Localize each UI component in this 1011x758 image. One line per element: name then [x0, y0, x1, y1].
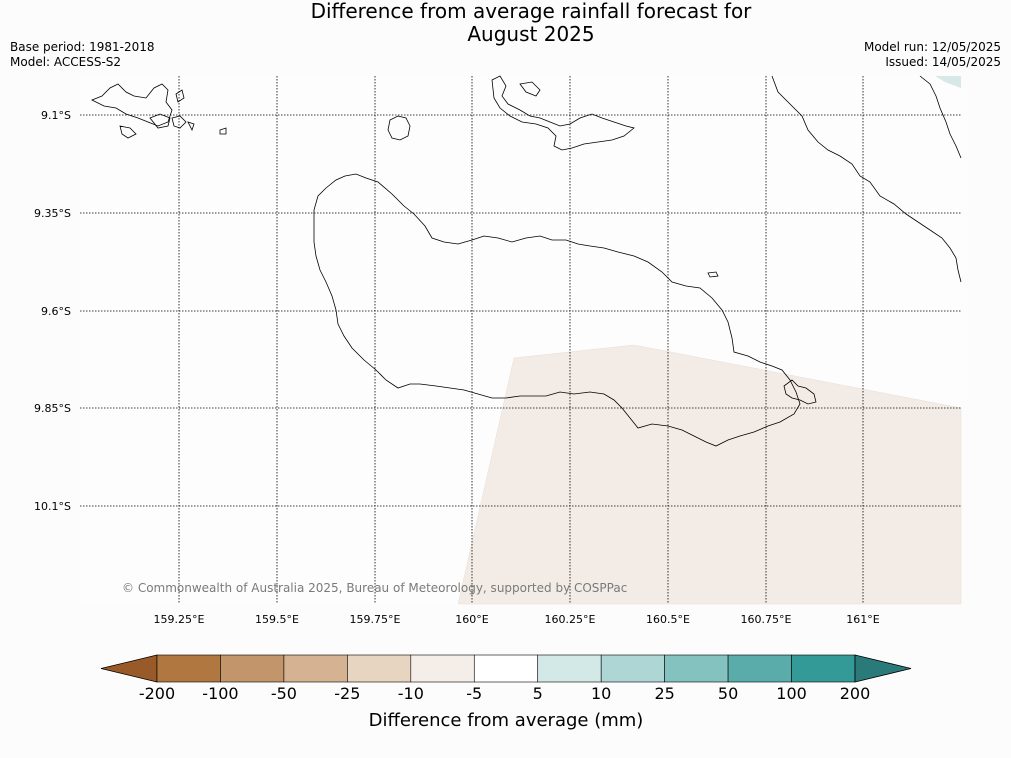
colorbar-segment: [156, 654, 221, 683]
colorbar-segment: [537, 654, 602, 683]
lat-label-9.6: 9.6°S: [41, 305, 71, 318]
lon-labels: 159.25°E 159.5°E 159.75°E 160°E 160.25°E…: [154, 613, 880, 626]
lon-label-159.5: 159.5°E: [255, 613, 299, 626]
title-line-2: August 2025: [467, 22, 595, 46]
title-line-1: Difference from average rainfall forecas…: [310, 0, 752, 23]
colorbar-segment: [220, 654, 285, 683]
colorbar-ticks: -200 -100 -50 -25 -10 -5 5 10 25 50 100 200: [139, 684, 870, 703]
base-period-text: Base period: 1981-2018: [10, 40, 155, 54]
colorbar-segment: [473, 654, 539, 683]
coastline-islet-east: [783, 379, 817, 405]
colorbar-tick-label: 50: [718, 684, 738, 703]
coastline-russell-4: [171, 115, 187, 129]
coastline-russell-5: [175, 89, 185, 103]
model-run-text: Model run: 12/05/2025: [863, 40, 1001, 54]
colorbar-tick-label: 10: [591, 684, 611, 703]
colorbar-segment: [727, 654, 792, 683]
issued-text: Issued: 14/05/2025: [885, 55, 1001, 69]
coastline-malaita: [771, 75, 962, 283]
colorbar-tick-label: 25: [654, 684, 674, 703]
coastline-nggela: [491, 75, 635, 151]
colorbar-tick-label: -10: [398, 684, 424, 703]
colorbar-tick-label: -100: [202, 684, 238, 703]
colorbar-segment: [410, 654, 475, 683]
colorbar-tick-label: 100: [776, 684, 807, 703]
coastlines: [91, 75, 962, 447]
colorbar-extend-low: [100, 654, 158, 683]
coastline-russell-1: [91, 83, 173, 127]
colorbar-segment: [791, 654, 856, 683]
coastline-guadalcanal: [313, 173, 801, 447]
colorbar-segment: [283, 654, 348, 683]
lat-label-10.1: 10.1°S: [34, 500, 71, 513]
coastline-islet-small: [707, 271, 719, 278]
lon-label-159.75: 159.75°E: [350, 613, 401, 626]
coastline-russell-2: [119, 125, 137, 139]
coastline-nggela-islet: [519, 81, 541, 97]
rainfall-map[interactable]: 9.1°S 9.35°S 9.6°S 9.85°S 10.1°S 159.25°…: [0, 0, 1011, 640]
anomaly-region-wet: [935, 76, 961, 88]
lon-label-160: 160°E: [455, 613, 488, 626]
colorbar-segments: [100, 654, 912, 683]
colorbar-segment: [664, 654, 729, 683]
colorbar-label: Difference from average (mm): [369, 710, 644, 731]
lon-label-160.5: 160.5°E: [646, 613, 690, 626]
copyright-text: © Commonwealth of Australia 2025, Bureau…: [122, 581, 627, 595]
model-text: Model: ACCESS-S2: [10, 55, 122, 69]
lon-label-159.25: 159.25°E: [154, 613, 205, 626]
coastline-russell-6: [187, 121, 195, 132]
lat-labels: 9.1°S 9.35°S 9.6°S 9.85°S 10.1°S: [34, 109, 71, 513]
coastline-savo: [387, 115, 411, 141]
colorbar-segment: [600, 654, 665, 683]
colorbar-tick-label: -200: [139, 684, 175, 703]
lat-label-9.35: 9.35°S: [34, 207, 71, 220]
coastline-russell-3: [149, 113, 171, 129]
colorbar-tick-label: -5: [466, 684, 482, 703]
lon-label-160.75: 160.75°E: [741, 613, 792, 626]
gridlines: [80, 76, 961, 604]
lat-label-9.85: 9.85°S: [34, 402, 71, 415]
coastline-malaita-north: [919, 75, 962, 159]
colorbar-tick-label: -25: [334, 684, 360, 703]
lon-label-160.25: 160.25°E: [545, 613, 596, 626]
meta-left-block: Base period: 1981-2018 Model: ACCESS-S2: [10, 40, 155, 70]
anomaly-region-dry: [457, 344, 962, 605]
colorbar: -200 -100 -50 -25 -10 -5 5 10 25 50 100 200 Differe…: [100, 654, 912, 731]
map-title: Difference from average rainfall forecas…: [0, 0, 1011, 46]
colorbar-tick-label: -50: [271, 684, 297, 703]
lon-label-161: 161°E: [846, 613, 879, 626]
colorbar-tick-label: 5: [533, 684, 543, 703]
colorbar-extend-high: [854, 654, 912, 683]
colorbar-tick-label: 200: [840, 684, 871, 703]
colorbar-segment: [347, 654, 412, 683]
meta-right-block: Model run: 12/05/2025 Issued: 14/05/2025: [864, 40, 1001, 70]
lat-label-9.1: 9.1°S: [41, 109, 71, 122]
coastline-russell-7: [219, 127, 227, 135]
